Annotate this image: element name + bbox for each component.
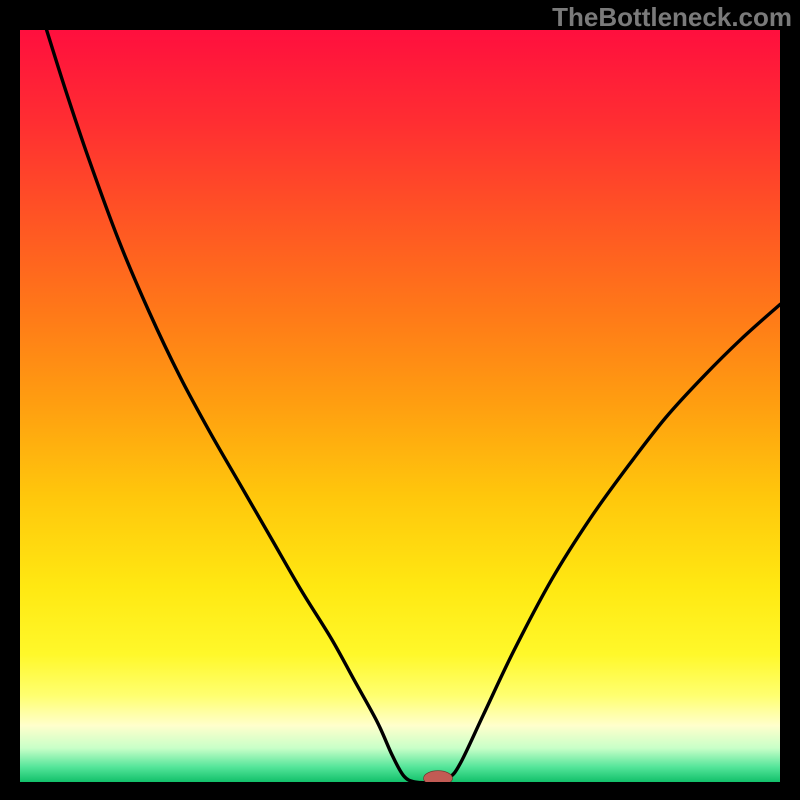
chart-stage: { "watermark": { "text": "TheBottleneck.… xyxy=(0,0,800,800)
gradient-background xyxy=(20,30,780,782)
watermark-text: TheBottleneck.com xyxy=(552,2,792,33)
bottleneck-chart xyxy=(0,0,800,800)
